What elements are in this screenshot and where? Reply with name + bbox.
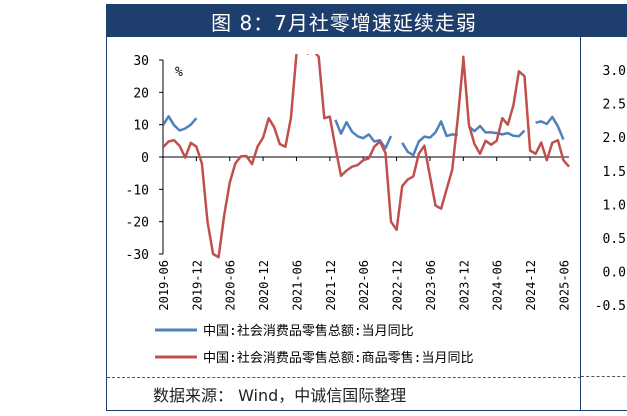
adjacent-y-tick-label: 0.5	[603, 232, 626, 247]
x-tick-label: 2020-06	[224, 260, 238, 311]
adjacent-chart-axis: 3.0 2.5 2.0 1.5 1.0 0.5 0.0 -0.5	[595, 64, 626, 314]
x-tick-label: 2019-12	[190, 260, 204, 311]
source-note: 数据来源： Wind，中诚信国际整理	[107, 377, 581, 410]
adjacent-y-tick-label: -0.5	[595, 299, 626, 314]
adjacent-panel-title-bar	[581, 5, 627, 37]
y-tick-label: 10	[133, 119, 149, 134]
y-tick-label: 20	[133, 86, 149, 101]
panel-title: 图 8：7月社零增速延续走弱	[107, 5, 581, 37]
x-tick-label: 2023-06	[424, 260, 438, 311]
adjacent-y-tick-label: 2.0	[603, 131, 626, 146]
legend-label-2: 中国:社会消费品零售总额:商品零售:当月同比	[203, 350, 473, 366]
adjacent-y-tick-label: 0.0	[603, 266, 626, 281]
adjacent-source-note	[581, 376, 627, 410]
chart-panel: 图 8：7月社零增速延续走弱 30 20 10 0 -10 -20 -30% 2019-06 2…	[106, 4, 582, 411]
series-line-1	[163, 115, 198, 132]
series-line-1	[468, 124, 526, 138]
x-tick-label: 2022-06	[357, 260, 371, 311]
series-line-1	[334, 119, 393, 150]
x-tick-label: 2022-12	[391, 260, 405, 311]
x-tick-label: 2021-06	[290, 260, 304, 311]
x-tick-label: 2019-06	[157, 260, 171, 311]
adjacent-y-tick-label: 3.0	[603, 64, 626, 79]
y-tick-label: -10	[126, 183, 149, 198]
x-tick-label: 2024-06	[491, 260, 505, 311]
adjacent-y-tick-label: 2.5	[603, 98, 626, 113]
y-tick-label: 0	[141, 151, 149, 166]
adjacent-y-tick-label: 1.0	[603, 198, 626, 213]
adjacent-y-tick-label: 1.5	[603, 165, 626, 180]
adjacent-chart-panel: 3.0 2.5 2.0 1.5 1.0 0.5 0.0 -0.5	[580, 4, 627, 411]
y-unit-label: %	[175, 65, 183, 80]
series-line-1	[401, 120, 458, 157]
x-tick-label: 2020-12	[257, 260, 271, 311]
line-chart: 30 20 10 0 -10 -20 -30% 2019-06 2019-12 2020-06 20…	[126, 54, 571, 366]
series-line-2	[163, 54, 570, 259]
x-tick-label: 2025-06	[557, 260, 571, 311]
y-tick-label: -30	[126, 248, 149, 263]
x-tick-label: 2024-12	[524, 260, 538, 311]
legend-label-1: 中国:社会消费品零售总额:当月同比	[203, 323, 414, 339]
series-line-1	[535, 115, 565, 140]
x-tick-label: 2023-12	[457, 260, 471, 311]
y-tick-label: 30	[133, 54, 149, 69]
y-tick-label: -20	[126, 216, 149, 231]
x-tick-label: 2021-12	[324, 260, 338, 311]
